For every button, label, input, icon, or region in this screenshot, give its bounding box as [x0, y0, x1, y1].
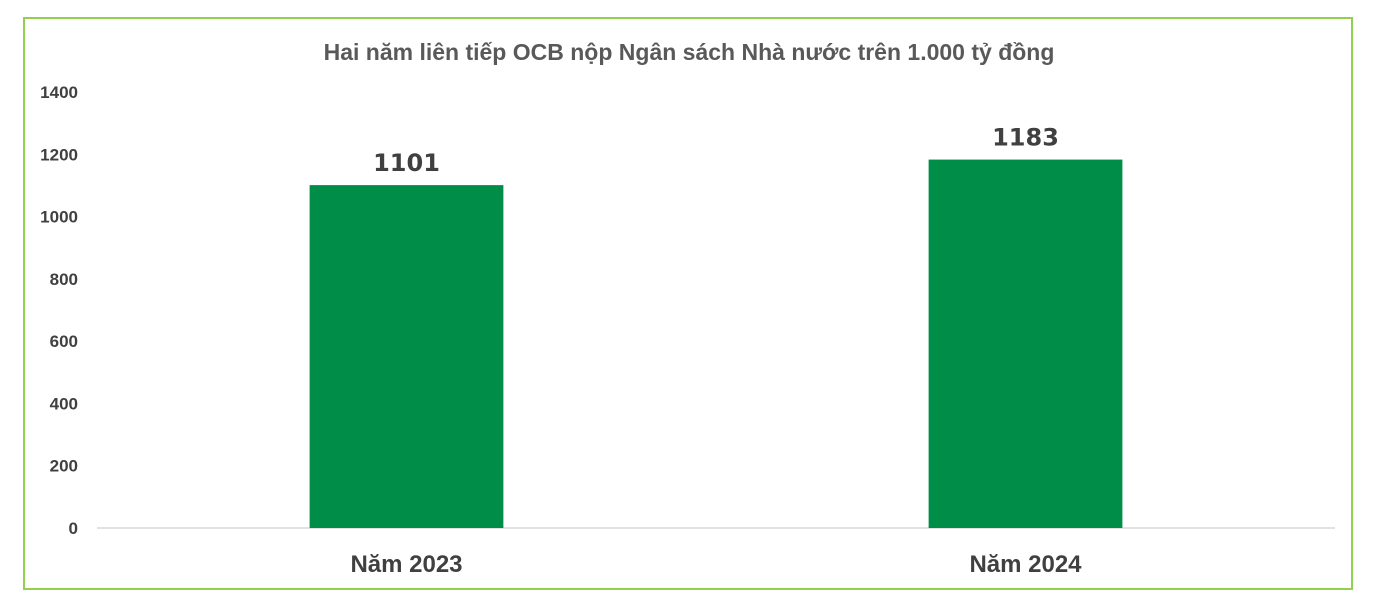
x-tick-label: Năm 2023 [350, 551, 462, 578]
chart-frame [23, 17, 1353, 590]
y-tick-label: 1400 [40, 83, 78, 102]
y-tick-label: 800 [50, 270, 78, 289]
bar [928, 159, 1123, 528]
bar [309, 185, 504, 529]
chart-title: Hai năm liên tiếp OCB nộp Ngân sách Nhà … [324, 39, 1055, 65]
y-tick-label: 400 [50, 394, 78, 413]
y-tick-label: 600 [50, 332, 78, 351]
y-tick-label: 1000 [40, 208, 78, 227]
y-tick-label: 200 [50, 457, 78, 476]
y-tick-label: 0 [69, 519, 78, 538]
data-label: 1101 [373, 149, 440, 177]
x-axis: Năm 2023 Năm 2024 [350, 551, 1082, 578]
x-tick-label: Năm 2024 [969, 551, 1082, 578]
y-tick-label: 1200 [40, 145, 78, 164]
bars: 1101 1183 [309, 124, 1123, 529]
y-axis: 0 200 400 600 800 1000 1200 1400 [40, 83, 78, 538]
data-label: 1183 [992, 124, 1059, 152]
